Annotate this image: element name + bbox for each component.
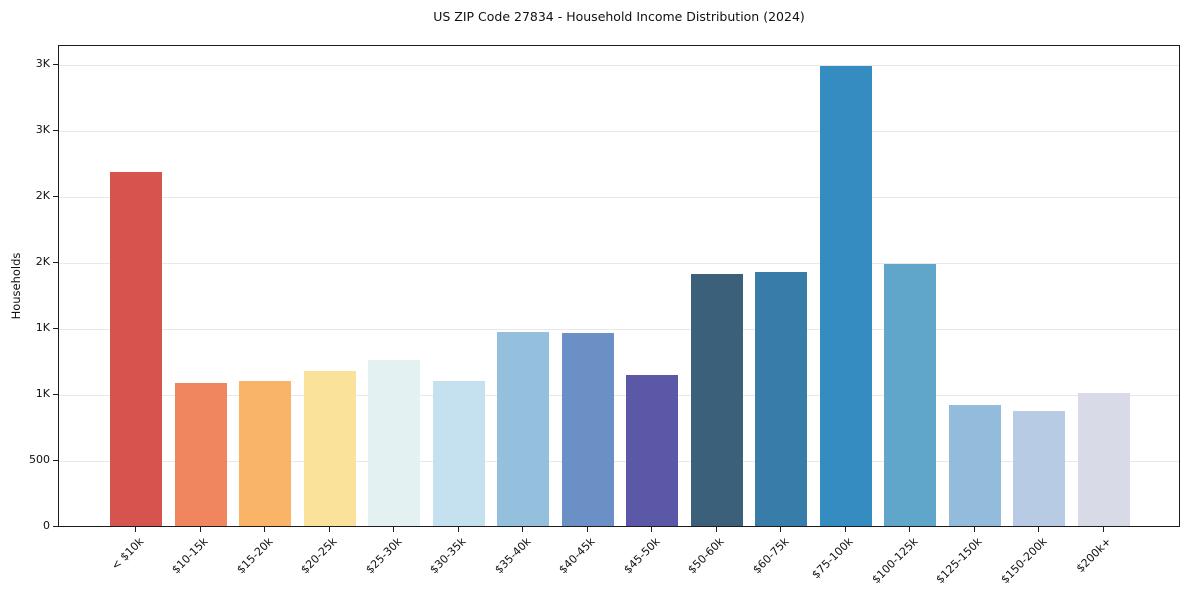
plot-area bbox=[58, 45, 1180, 527]
x-tick-label: $60-75k bbox=[749, 535, 792, 577]
bar bbox=[497, 331, 549, 526]
y-tick-label: 1K bbox=[35, 386, 50, 400]
y-tick-label: 500 bbox=[29, 452, 50, 466]
x-tick-mark bbox=[393, 527, 394, 532]
bar bbox=[626, 374, 678, 526]
x-tick-label: $150-200k bbox=[998, 535, 1050, 587]
x-tick-mark bbox=[264, 527, 265, 532]
x-tick-label: $100-125k bbox=[869, 535, 921, 587]
bar bbox=[1077, 392, 1130, 526]
y-tick-mark bbox=[53, 327, 58, 329]
x-tick-mark bbox=[1102, 527, 1104, 532]
x-tick-mark bbox=[651, 527, 652, 532]
x-tick-mark bbox=[586, 527, 588, 532]
x-tick-mark bbox=[780, 527, 781, 532]
y-tick-mark bbox=[53, 129, 58, 131]
bar bbox=[174, 382, 227, 526]
y-tick-label: 0 bbox=[43, 519, 50, 532]
x-tick-label: $50-60k bbox=[685, 535, 727, 577]
gridline bbox=[59, 130, 1179, 132]
y-tick-mark bbox=[53, 526, 58, 527]
x-tick-mark bbox=[457, 527, 459, 532]
bar bbox=[239, 381, 291, 526]
x-tick-mark bbox=[844, 527, 846, 532]
bar bbox=[432, 381, 485, 526]
gridline bbox=[59, 196, 1179, 198]
bar bbox=[303, 370, 356, 526]
bar bbox=[561, 332, 614, 526]
x-tick-mark bbox=[715, 527, 717, 532]
y-tick-mark bbox=[53, 393, 58, 395]
bar bbox=[819, 66, 872, 526]
x-tick-mark bbox=[199, 527, 201, 532]
bar bbox=[690, 273, 743, 526]
x-tick-label: $25-30k bbox=[362, 535, 405, 577]
x-tick-label: < $10k bbox=[108, 535, 147, 573]
x-tick-label: $45-50k bbox=[620, 535, 663, 577]
y-tick-label: 3K bbox=[35, 122, 50, 136]
x-tick-label: $30-35k bbox=[427, 535, 469, 577]
x-tick-label: $125-150k bbox=[933, 535, 985, 587]
bar bbox=[1013, 411, 1065, 526]
y-tick-label: 3K bbox=[35, 56, 50, 70]
gridline bbox=[59, 460, 1179, 462]
gridline bbox=[59, 328, 1179, 330]
y-tick-mark bbox=[53, 63, 58, 65]
bar bbox=[368, 360, 420, 526]
bar bbox=[884, 263, 936, 526]
x-tick-label: $10-15k bbox=[169, 535, 211, 577]
gridline bbox=[59, 262, 1179, 264]
x-tick-mark bbox=[328, 527, 330, 532]
x-tick-label: $20-25k bbox=[298, 535, 340, 577]
bar bbox=[948, 405, 1001, 526]
x-tick-mark bbox=[973, 527, 975, 532]
y-tick-label: 2K bbox=[35, 254, 50, 268]
y-tick-label: 2K bbox=[35, 188, 50, 202]
y-tick-mark bbox=[53, 261, 58, 263]
x-tick-mark bbox=[909, 527, 910, 532]
gridline bbox=[59, 64, 1179, 66]
x-tick-label: $15-20k bbox=[233, 535, 276, 577]
x-tick-mark bbox=[1038, 527, 1039, 532]
x-tick-mark bbox=[522, 527, 523, 532]
y-tick-mark bbox=[53, 459, 58, 461]
y-tick-label: 1K bbox=[35, 320, 50, 334]
bar bbox=[755, 271, 807, 526]
x-tick-mark bbox=[135, 527, 136, 532]
x-tick-label: $75-100k bbox=[809, 535, 856, 582]
chart-title: US ZIP Code 27834 - Household Income Dis… bbox=[433, 9, 805, 24]
gridline bbox=[59, 394, 1179, 396]
x-tick-label: $35-40k bbox=[491, 535, 534, 577]
bar bbox=[110, 172, 162, 526]
x-tick-label: $200k+ bbox=[1073, 535, 1114, 576]
y-tick-mark bbox=[53, 195, 58, 197]
x-tick-label: $40-45k bbox=[556, 535, 598, 577]
